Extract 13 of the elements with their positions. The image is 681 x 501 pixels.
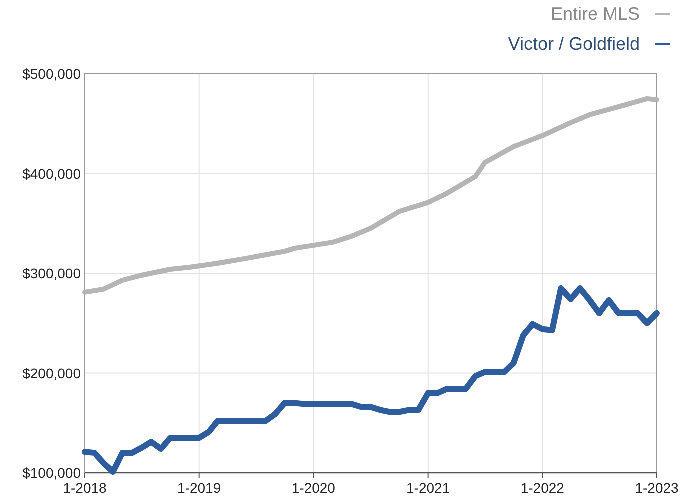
y-tick-label: $400,000 — [22, 166, 82, 182]
legend-label: Entire MLS — [550, 4, 640, 24]
y-tick-label: $100,000 — [22, 465, 82, 481]
y-tick-label: $500,000 — [22, 66, 82, 82]
x-tick-label: 1-2023 — [635, 480, 680, 496]
x-tick-label: 1-2022 — [520, 480, 565, 496]
x-tick-label: 1-2018 — [63, 480, 108, 496]
y-tick-label: $200,000 — [22, 365, 82, 382]
x-tick-label: 1-2021 — [406, 480, 450, 496]
legend-label: Victor / Goldfield — [508, 34, 640, 54]
x-tick-label: 1-2020 — [292, 480, 336, 496]
y-tick-label: $300,000 — [22, 266, 82, 282]
x-tick-label: 1-2019 — [178, 480, 222, 496]
